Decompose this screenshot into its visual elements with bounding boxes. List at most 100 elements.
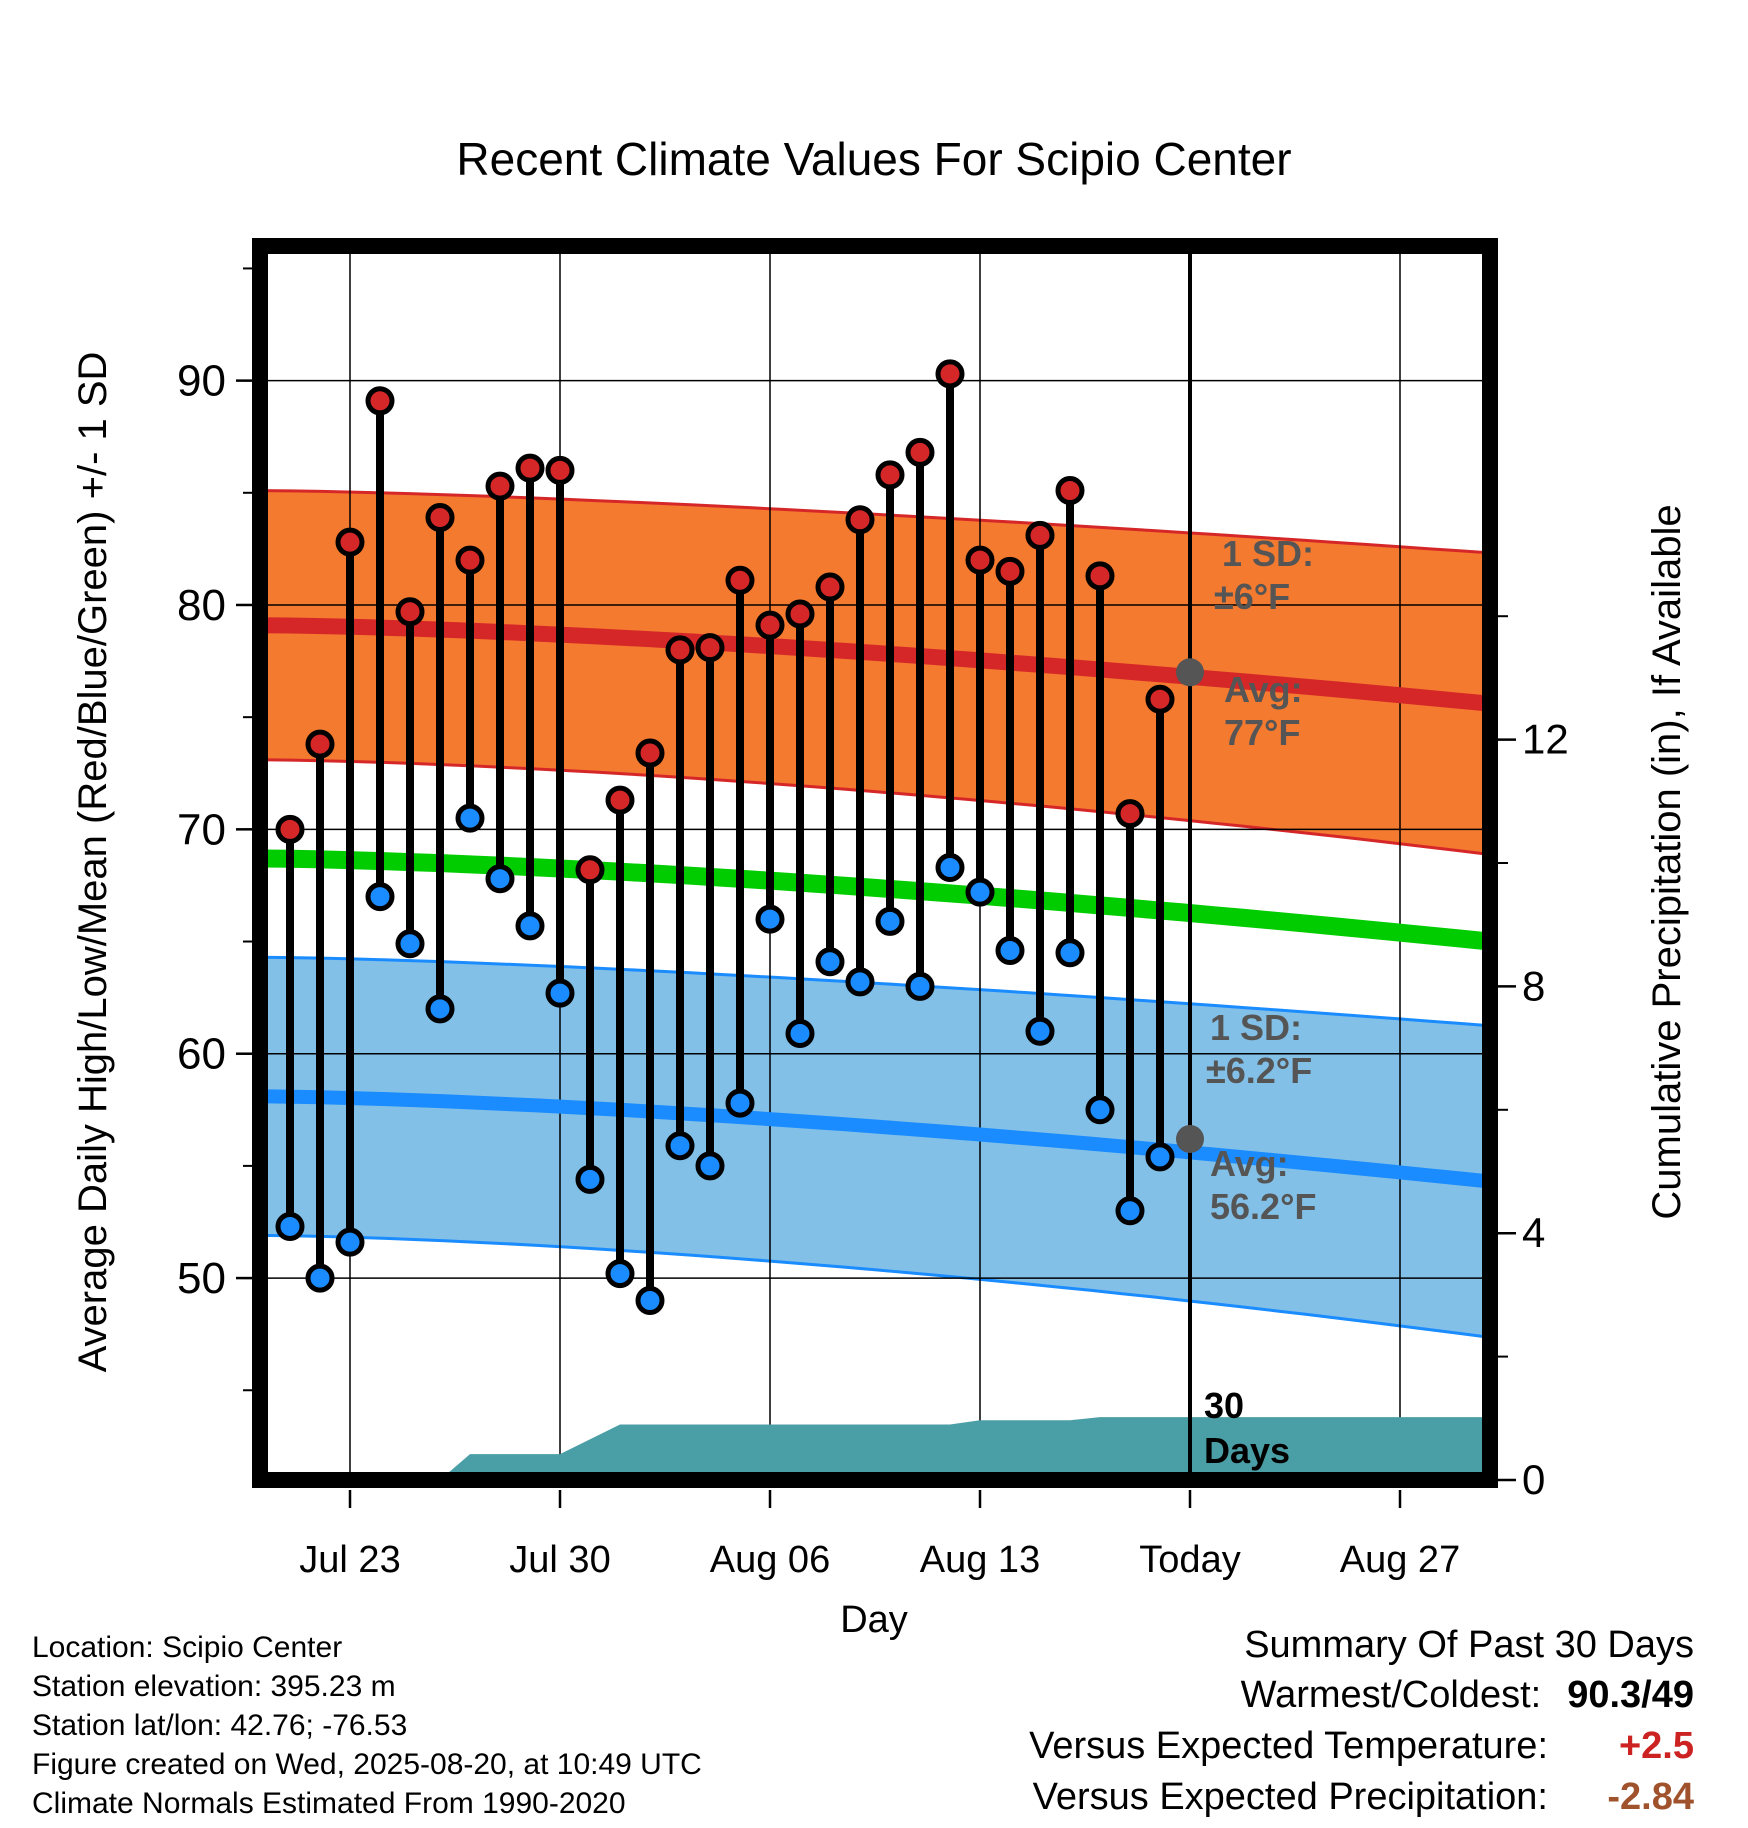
low-sd-upper-line (260, 955, 1490, 1028)
low-avg-value: 56.2°F (1210, 1186, 1316, 1227)
observed-high-point (275, 814, 305, 844)
observed-high-point (815, 572, 845, 602)
observed-high-point (1055, 476, 1085, 506)
observed-low-point (935, 852, 965, 882)
observed-low-point (335, 1227, 365, 1257)
observed-high-point (395, 597, 425, 627)
chart-title: Recent Climate Values For Scipio Center (456, 133, 1291, 185)
today-high-normal-marker (1176, 658, 1204, 687)
temp-anomaly-value: +2.5 (1618, 1725, 1694, 1767)
observed-low-point (965, 877, 995, 907)
observed-low-point (545, 978, 575, 1008)
observed-low-point (1115, 1196, 1145, 1226)
high-sd-upper-line (260, 489, 1490, 555)
y-axis-title: Average Daily High/Low/Mean (Red/Blue/Gr… (71, 352, 115, 1373)
observed-low-point (665, 1131, 695, 1161)
low-sd-value: ±6.2°F (1206, 1050, 1312, 1091)
observed-high-point (935, 359, 965, 389)
precip-area (260, 1417, 1490, 1480)
precip-anomaly-row: Versus Expected Precipitation: -2.84 (1029, 1772, 1694, 1823)
observed-high-point (455, 545, 485, 575)
today-low-normal-marker (1176, 1124, 1204, 1153)
days-label-number: 30 (1204, 1385, 1244, 1426)
high-sd-lower-line (260, 758, 1490, 856)
observed-high-point (1145, 684, 1175, 714)
y-tick-label: 50 (177, 1254, 226, 1303)
observed-high-point (1115, 799, 1145, 829)
observed-high-point (875, 460, 905, 490)
observed-low-point (695, 1151, 725, 1181)
observed-low-point (635, 1286, 665, 1316)
plot-frame (252, 238, 1498, 1488)
observed-high-point (605, 785, 635, 815)
x-tick-label: Aug 06 (710, 1539, 830, 1581)
observed-high-point (335, 527, 365, 557)
created-text: Figure created on Wed, 2025-08-20, at 10… (32, 1748, 702, 1781)
x-tick-label: Aug 27 (1340, 1539, 1460, 1581)
observed-high-point (725, 565, 755, 595)
normal-low-line (260, 1089, 1490, 1189)
high-avg-label: Avg: (1224, 669, 1303, 710)
warmest-coldest-value: 90.3/49 (1567, 1674, 1694, 1716)
observed-low-point (455, 803, 485, 833)
observed-low-point (395, 929, 425, 959)
observed-low-point (425, 994, 455, 1024)
observed-high-point (785, 599, 815, 629)
low-sd-label: 1 SD: (1210, 1007, 1302, 1048)
observed-high-point (905, 437, 935, 467)
normal-high-line (260, 617, 1490, 712)
elevation-text: Station elevation: 395.23 m (32, 1670, 396, 1703)
x-tick-label: Aug 13 (920, 1539, 1040, 1581)
observed-low-point (1055, 938, 1085, 968)
observed-high-point (1085, 561, 1115, 591)
observed-low-point (785, 1019, 815, 1049)
observed-low-point (515, 911, 545, 941)
high-sd-band (260, 490, 1490, 855)
observed-low-point (905, 971, 935, 1001)
observed-high-point (965, 545, 995, 575)
observed-high-point (635, 738, 665, 768)
normal-mean-line (260, 849, 1490, 951)
observed-low-point (1145, 1142, 1175, 1172)
high-sd-value: ±6°F (1214, 576, 1290, 617)
y2-tick-label: 0 (1522, 1456, 1545, 1503)
observed-high-point (305, 729, 335, 759)
y-tick-label: 70 (177, 805, 226, 854)
observed-high-point (755, 610, 785, 640)
warmest-coldest-label: Warmest/Coldest: (1240, 1674, 1542, 1716)
y-tick-label: 60 (177, 1030, 226, 1079)
low-sd-lower-line (260, 1233, 1490, 1339)
observed-low-point (1025, 1016, 1055, 1046)
y2-axis-title: Cumulative Precipitation (in), If Availa… (1645, 504, 1689, 1219)
x-tick-label: Today (1139, 1539, 1240, 1581)
station-info: Location: Scipio Center Station elevatio… (32, 1628, 702, 1823)
observed-high-point (995, 556, 1025, 586)
y-tick-label: 80 (177, 581, 226, 630)
temp-anomaly-row: Versus Expected Temperature: +2.5 (1029, 1721, 1694, 1772)
low-avg-label: Avg: (1210, 1143, 1289, 1184)
observed-low-point (1085, 1095, 1115, 1125)
x-axis-title: Day (840, 1599, 908, 1641)
observed-low-point (725, 1088, 755, 1118)
observed-high-point (545, 455, 575, 485)
high-avg-value: 77°F (1224, 712, 1300, 753)
observed-high-point (425, 502, 455, 532)
observed-low-point (845, 967, 875, 997)
observed-low-point (755, 904, 785, 934)
precip-anomaly-value: -2.84 (1607, 1776, 1694, 1818)
observed-high-point (665, 635, 695, 665)
x-tick-label: Jul 30 (509, 1539, 610, 1581)
observed-low-point (305, 1263, 335, 1293)
y-tick-label: 90 (177, 357, 226, 406)
warmest-coldest-row: Warmest/Coldest: 90.3/49 (1029, 1670, 1694, 1721)
observed-low-point (815, 947, 845, 977)
high-sd-label: 1 SD: (1222, 533, 1314, 574)
temp-anomaly-label: Versus Expected Temperature: (1029, 1725, 1548, 1767)
normals-text: Climate Normals Estimated From 1990-2020 (32, 1787, 626, 1820)
summary-title: Summary Of Past 30 Days (1244, 1624, 1694, 1666)
y2-tick-label: 8 (1522, 962, 1545, 1009)
observed-high-point (695, 633, 725, 663)
observed-low-point (875, 906, 905, 936)
